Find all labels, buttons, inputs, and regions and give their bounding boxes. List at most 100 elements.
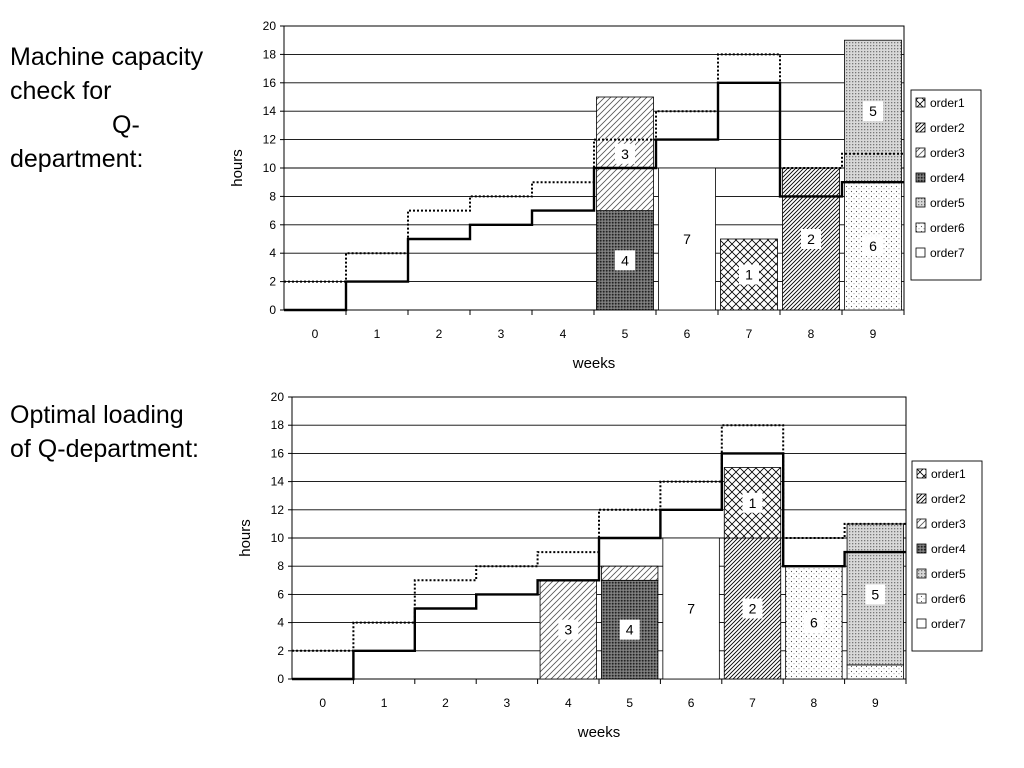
y-axis-label: hours bbox=[229, 149, 246, 187]
bar-label-box bbox=[803, 612, 824, 633]
legend-swatch bbox=[915, 172, 926, 183]
bar-label: 2 bbox=[807, 231, 815, 247]
y-tick-label: 0 bbox=[269, 303, 276, 317]
legend-label: order1 bbox=[930, 96, 965, 110]
bar-label-box bbox=[615, 250, 635, 271]
legend-label: order5 bbox=[931, 567, 966, 581]
bar-label: 7 bbox=[687, 601, 695, 617]
bar-label: 5 bbox=[869, 103, 877, 119]
bar-label: 6 bbox=[810, 615, 818, 631]
x-axis-label: weeks bbox=[577, 724, 621, 741]
y-tick-label: 10 bbox=[263, 161, 277, 175]
y-tick-label: 2 bbox=[277, 644, 284, 658]
y-tick-label: 14 bbox=[271, 475, 285, 489]
legend-swatch bbox=[915, 197, 926, 208]
legend: order1 order2 order3 order4 order5 order6 orde… bbox=[911, 460, 983, 652]
x-tick-label: 3 bbox=[498, 327, 505, 341]
bar-label-box bbox=[742, 598, 763, 619]
bar-label-box bbox=[742, 492, 763, 513]
x-tick-label: 4 bbox=[565, 696, 572, 710]
bar-order3 bbox=[601, 565, 659, 581]
x-tick-label: 4 bbox=[560, 327, 567, 341]
bar-label-box bbox=[865, 584, 886, 605]
x-tick-label: 3 bbox=[504, 696, 511, 710]
x-tick-label: 2 bbox=[442, 696, 449, 710]
bar-label: 4 bbox=[626, 622, 634, 638]
legend-label: order3 bbox=[930, 146, 965, 160]
y-tick-label: 0 bbox=[277, 672, 284, 686]
bar-label: 1 bbox=[749, 495, 757, 511]
legend-label: order5 bbox=[930, 196, 965, 210]
caption-line: Q- bbox=[112, 111, 140, 139]
x-tick-label: 6 bbox=[688, 696, 695, 710]
legend-label: order4 bbox=[931, 542, 966, 556]
x-tick-label: 1 bbox=[381, 696, 388, 710]
y-tick-label: 18 bbox=[263, 47, 277, 61]
legend-label: order6 bbox=[930, 221, 965, 235]
bar-label-box bbox=[615, 143, 635, 164]
y-tick-label: 16 bbox=[271, 446, 285, 460]
capacity-line-solid bbox=[284, 81, 904, 312]
y-tick-label: 6 bbox=[277, 587, 284, 601]
x-tick-label: 0 bbox=[312, 327, 319, 341]
y-tick-label: 20 bbox=[271, 390, 285, 404]
y-tick-label: 12 bbox=[263, 133, 277, 147]
legend-label: order1 bbox=[931, 467, 966, 481]
legend-swatch bbox=[916, 568, 927, 579]
legend-label: order4 bbox=[930, 171, 965, 185]
caption-line: department: bbox=[10, 145, 144, 173]
x-tick-label: 2 bbox=[436, 327, 443, 341]
legend-swatch bbox=[915, 97, 926, 108]
bar-label-box bbox=[801, 229, 821, 249]
x-tick-label: 5 bbox=[626, 696, 633, 710]
y-axis-label: hours bbox=[237, 519, 254, 557]
x-tick-label: 9 bbox=[872, 696, 879, 710]
bar-label: 2 bbox=[749, 601, 757, 617]
bar-label-box bbox=[739, 264, 759, 285]
legend-swatch bbox=[915, 222, 926, 233]
bar-label: 5 bbox=[871, 586, 879, 602]
y-tick-label: 2 bbox=[269, 275, 276, 289]
caption-line: Machine capacity bbox=[10, 43, 204, 71]
legend-swatch bbox=[916, 493, 927, 504]
bar-label: 6 bbox=[869, 238, 877, 254]
bar-label-box bbox=[558, 619, 579, 640]
legend-label: order2 bbox=[930, 121, 965, 135]
legend-swatch bbox=[916, 618, 927, 629]
legend-swatch bbox=[915, 122, 926, 133]
y-tick-label: 16 bbox=[263, 76, 277, 90]
legend-swatch bbox=[915, 247, 926, 258]
legend-swatch bbox=[916, 543, 927, 554]
x-tick-label: 1 bbox=[374, 327, 381, 341]
bar-label: 3 bbox=[564, 622, 572, 638]
caption-line: Optimal loading bbox=[10, 401, 184, 429]
y-tick-label: 14 bbox=[263, 104, 277, 118]
y-tick-label: 8 bbox=[277, 559, 284, 573]
y-tick-label: 8 bbox=[269, 189, 276, 203]
x-tick-label: 5 bbox=[622, 327, 629, 341]
caption-line: of Q-department: bbox=[10, 435, 199, 463]
bar-label-box bbox=[681, 598, 702, 619]
bar-label: 7 bbox=[683, 231, 691, 247]
legend-swatch bbox=[916, 518, 927, 529]
x-tick-label: 0 bbox=[319, 696, 326, 710]
legend-label: order7 bbox=[931, 617, 966, 631]
y-tick-label: 18 bbox=[271, 418, 285, 432]
legend-swatch bbox=[916, 593, 927, 604]
x-axis-label: weeks bbox=[572, 355, 616, 372]
caption-line: check for bbox=[10, 77, 112, 105]
legend-label: order3 bbox=[931, 517, 966, 531]
y-tick-label: 6 bbox=[269, 218, 276, 232]
bar-label-box bbox=[863, 101, 883, 122]
caption-capacity-check: Machine capacity check for Q- department… bbox=[10, 40, 203, 176]
bar-label-box bbox=[619, 619, 640, 640]
caption-optimal-loading: Optimal loading of Q-department: bbox=[10, 398, 199, 466]
y-tick-label: 12 bbox=[271, 503, 285, 517]
x-tick-label: 8 bbox=[811, 696, 818, 710]
capacity-line-solid bbox=[292, 452, 906, 681]
bar-label-box bbox=[863, 236, 883, 257]
bar-label: 3 bbox=[621, 146, 629, 162]
